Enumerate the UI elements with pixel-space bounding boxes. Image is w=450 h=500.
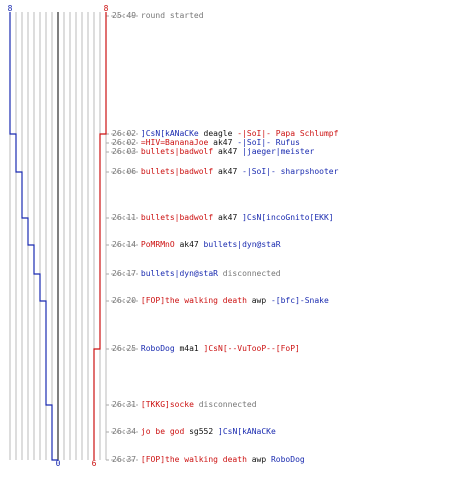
event-time: 26:17 <box>112 269 137 278</box>
event-row: 26:06 bullets|badwolf ak47 -|SoI|- sharp… <box>112 167 338 176</box>
event-weapon: deagle <box>198 129 238 138</box>
event-time: 26:02 <box>112 138 137 147</box>
event-weapon: ak47 <box>174 240 204 249</box>
event-row: 26:02 =HIV=BananaJoe ak47 -|SoI|- Rufus <box>112 138 300 147</box>
event-player: -|SoI|- Papa Schlumpf <box>237 129 339 138</box>
event-weapon: ak47 <box>213 213 243 222</box>
event-player: bullets|dyn@staR <box>140 269 218 278</box>
event-player: -[bfc]-Snake <box>270 296 329 305</box>
event-weapon: awp <box>246 455 271 464</box>
event-player: [FOP]the walking death <box>140 296 247 305</box>
event-player: ]CsN[kANaCKe <box>140 129 199 138</box>
event-player: PoMRMnO <box>140 240 175 249</box>
event-player: ]CsN[--VuTooP--[FoP] <box>203 344 300 353</box>
red-end-score-label: 6 <box>92 459 97 468</box>
event-row: 26:34 jo be god sg552 ]CsN[kANaCKe <box>112 427 276 436</box>
event-weapon: awp <box>246 296 271 305</box>
event-status: round started <box>140 11 204 20</box>
event-row: 26:11 bullets|badwolf ak47 ]CsN[incoGnit… <box>112 213 334 222</box>
event-player: RoboDog <box>140 344 175 353</box>
event-weapon: m4a1 <box>174 344 204 353</box>
event-time: 26:02 <box>112 129 137 138</box>
event-time: 25:49 <box>112 11 137 20</box>
blue-team-score-line <box>9 12 58 461</box>
event-time: 26:37 <box>112 455 137 464</box>
event-player: bullets|badwolf <box>140 147 214 156</box>
event-time: 26:31 <box>112 400 137 409</box>
event-row: 26:03 bullets|badwolf ak47 |jaeger|meist… <box>112 147 314 156</box>
event-player: [TKKG]socke <box>140 400 194 409</box>
event-time: 26:03 <box>112 147 137 156</box>
event-time: 26:20 <box>112 296 137 305</box>
event-player: -|SoI|- sharpshooter <box>242 167 339 176</box>
event-player: =HIV=BananaJoe <box>140 138 209 147</box>
event-status: disconnected <box>217 269 281 278</box>
event-time: 26:06 <box>112 167 137 176</box>
red-start-score-label: 8 <box>104 4 109 13</box>
event-weapon: ak47 <box>213 167 243 176</box>
event-player: ]CsN[kANaCKe <box>218 427 276 436</box>
event-player: bullets|badwolf <box>140 213 214 222</box>
event-player: |jaeger|meister <box>242 147 315 156</box>
event-row: 26:31 [TKKG]socke disconnected <box>112 400 257 409</box>
red-team-score-line <box>93 12 107 460</box>
event-row: 26:14 PoMRMnO ak47 bullets|dyn@staR <box>112 240 281 249</box>
event-weapon: ak47 <box>208 138 238 147</box>
event-row: 26:20 [FOP]the walking death awp -[bfc]-… <box>112 296 329 305</box>
event-weapon: ak47 <box>213 147 243 156</box>
event-player: RoboDog <box>270 455 305 464</box>
event-player: [FOP]the walking death <box>140 455 247 464</box>
event-time: 26:25 <box>112 344 137 353</box>
event-player: bullets|badwolf <box>140 167 214 176</box>
event-row: 26:25 RoboDog m4a1 ]CsN[--VuTooP--[FoP] <box>112 344 300 353</box>
event-row: 25:49 round started <box>112 11 204 20</box>
event-row: 26:17 bullets|dyn@staR disconnected <box>112 269 281 278</box>
event-player: jo be god <box>140 427 185 436</box>
event-weapon: sg552 <box>184 427 218 436</box>
event-player: ]CsN[incoGnito[EKK] <box>242 213 334 222</box>
event-player: bullets|dyn@staR <box>203 240 281 249</box>
event-time: 26:11 <box>112 213 137 222</box>
blue-end-score-label: 0 <box>56 459 61 468</box>
event-row: 26:37 [FOP]the walking death awp RoboDog <box>112 455 305 464</box>
event-time: 26:14 <box>112 240 137 249</box>
event-status: disconnected <box>193 400 257 409</box>
event-row: 26:02 ]CsN[kANaCKe deagle -|SoI|- Papa S… <box>112 129 338 138</box>
blue-start-score-label: 8 <box>8 4 13 13</box>
event-player: -|SoI|- Rufus <box>237 138 300 147</box>
event-time: 26:34 <box>112 427 137 436</box>
